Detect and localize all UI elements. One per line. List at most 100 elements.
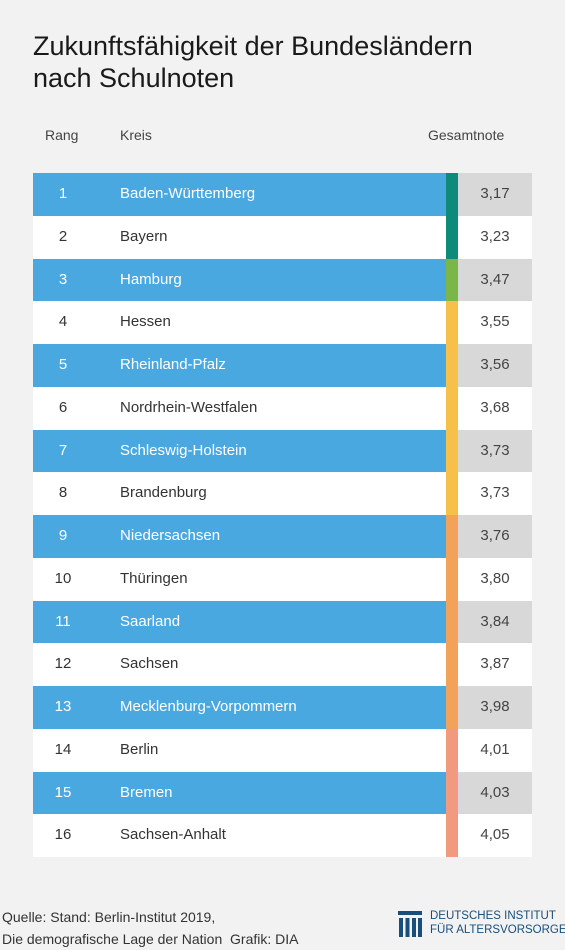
rank-cell: 10 [54, 569, 72, 587]
score-cell: 3,73 [480, 484, 510, 502]
score-cell: 3,68 [480, 398, 510, 416]
state-name-cell: Brandenburg [120, 484, 207, 502]
row-background [33, 686, 446, 729]
rank-cell: 3 [58, 270, 68, 288]
row-background [33, 814, 446, 857]
row-background [33, 643, 446, 686]
rank-cell: 11 [55, 612, 71, 630]
score-background [458, 215, 532, 259]
grade-color-bar [446, 215, 458, 259]
rank-cell: 12 [54, 655, 72, 673]
score-cell: 3,17 [480, 185, 510, 202]
table-row: 7 Schleswig-Holstein 3,73 [33, 429, 532, 473]
score-background [458, 643, 532, 686]
rank-cell: 14 [54, 740, 72, 758]
row-background [33, 515, 446, 558]
score-cell: 3,87 [480, 655, 510, 673]
row-background [33, 728, 446, 772]
score-cell: 3,47 [480, 270, 510, 288]
row-background [33, 258, 446, 302]
score-background [458, 386, 532, 430]
score-background [458, 728, 532, 772]
table-row: 9 Niedersachsen 3,76 [33, 515, 532, 558]
grade-color-bar [446, 301, 458, 344]
state-name-cell: Bremen [120, 783, 173, 801]
grade-color-bar [446, 386, 458, 430]
grade-color-bar [446, 728, 458, 772]
score-background [458, 771, 532, 815]
score-cell: 3,76 [480, 527, 510, 544]
title-line-2: nach Schulnoten [33, 63, 235, 93]
table-row: 11 Saarland 3,84 [33, 600, 532, 644]
ranking-table: 1 Baden-Württemberg 3,17 2 Bayern 3,23 3 Hambur… [33, 173, 532, 857]
grade-color-bar [446, 600, 458, 644]
score-cell: 3,73 [480, 441, 510, 459]
state-name-cell: Rheinland-Pfalz [120, 356, 226, 373]
grade-color-bar [446, 814, 458, 857]
rank-cell: 7 [58, 441, 68, 459]
row-background [33, 600, 446, 644]
rank-cell: 15 [54, 783, 72, 801]
table-row: 2 Bayern 3,23 [33, 215, 532, 259]
credit-text: Grafik: DIA [230, 931, 299, 947]
row-background [33, 771, 446, 815]
row-background [33, 557, 446, 601]
title-line-1: Zukunftsfähigkeit der Bundesländern [33, 31, 473, 61]
row-background [33, 386, 446, 430]
score-background [458, 686, 532, 729]
score-cell: 3,56 [480, 356, 510, 373]
rank-cell: 9 [58, 527, 68, 544]
score-background [458, 515, 532, 558]
row-background [33, 429, 446, 473]
score-background [458, 557, 532, 601]
rank-cell: 4 [58, 313, 68, 331]
grade-color-bar [446, 643, 458, 686]
score-background [458, 429, 532, 473]
row-background [33, 344, 446, 387]
rank-cell: 2 [58, 227, 68, 245]
rank-cell: 13 [54, 698, 72, 715]
state-name-cell: Nordrhein-Westfalen [120, 398, 258, 416]
grade-color-bar [446, 429, 458, 473]
logo-line-2: FÜR ALTERSVORSORGE [430, 924, 565, 936]
score-cell: 3,23 [480, 227, 510, 245]
chart-title: Zukunftsfähigkeit der Bundesländern nach… [33, 30, 533, 94]
score-background [458, 173, 532, 216]
header-rank: Rang [45, 127, 79, 143]
state-name-cell: Thüringen [120, 569, 188, 587]
table-row: 1 Baden-Württemberg 3,17 [33, 173, 532, 216]
grade-color-bar [446, 686, 458, 729]
table-row: 15 Bremen 4,03 [33, 771, 532, 815]
grade-color-bar [446, 771, 458, 815]
score-cell: 3,98 [480, 698, 510, 715]
table-row: 3 Hamburg 3,47 [33, 258, 532, 302]
table-row: 16 Sachsen-Anhalt 4,05 [33, 814, 532, 857]
row-background [33, 472, 446, 515]
source-line-2: Die demografische Lage der Nation Grafik… [2, 928, 299, 950]
header-score: Gesamtnote [428, 127, 505, 143]
score-background [458, 600, 532, 644]
grade-color-bar [446, 258, 458, 302]
logo-text: DEUTSCHES INSTITUT FÜR ALTERSVORSORGE [430, 909, 565, 937]
row-background [33, 215, 446, 259]
row-background [33, 173, 446, 216]
source-line-2-text: Die demografische Lage der Nation [2, 931, 223, 947]
header-kreis: Kreis [120, 127, 152, 143]
source-note: Quelle: Stand: Berlin-Institut 2019, Die… [2, 906, 299, 950]
state-name-cell: Hamburg [120, 270, 182, 288]
state-name-cell: Schleswig-Holstein [120, 441, 247, 459]
state-name-cell: Sachsen-Anhalt [120, 826, 226, 844]
grade-color-bar [446, 344, 458, 387]
rank-cell: 5 [58, 356, 68, 373]
state-name-cell: Mecklenburg-Vorpommern [120, 698, 297, 715]
row-background [33, 301, 446, 344]
state-name-cell: Niedersachsen [120, 527, 221, 544]
table-row: 8 Brandenburg 3,73 [33, 472, 532, 515]
score-cell: 3,84 [480, 612, 510, 630]
table-row: 4 Hessen 3,55 [33, 301, 532, 344]
logo-line-1: DEUTSCHES INSTITUT [430, 910, 556, 922]
score-cell: 4,03 [480, 783, 510, 801]
state-name-cell: Bayern [120, 227, 168, 245]
institute-logo-icon [398, 911, 422, 937]
state-name-cell: Hessen [120, 313, 171, 331]
